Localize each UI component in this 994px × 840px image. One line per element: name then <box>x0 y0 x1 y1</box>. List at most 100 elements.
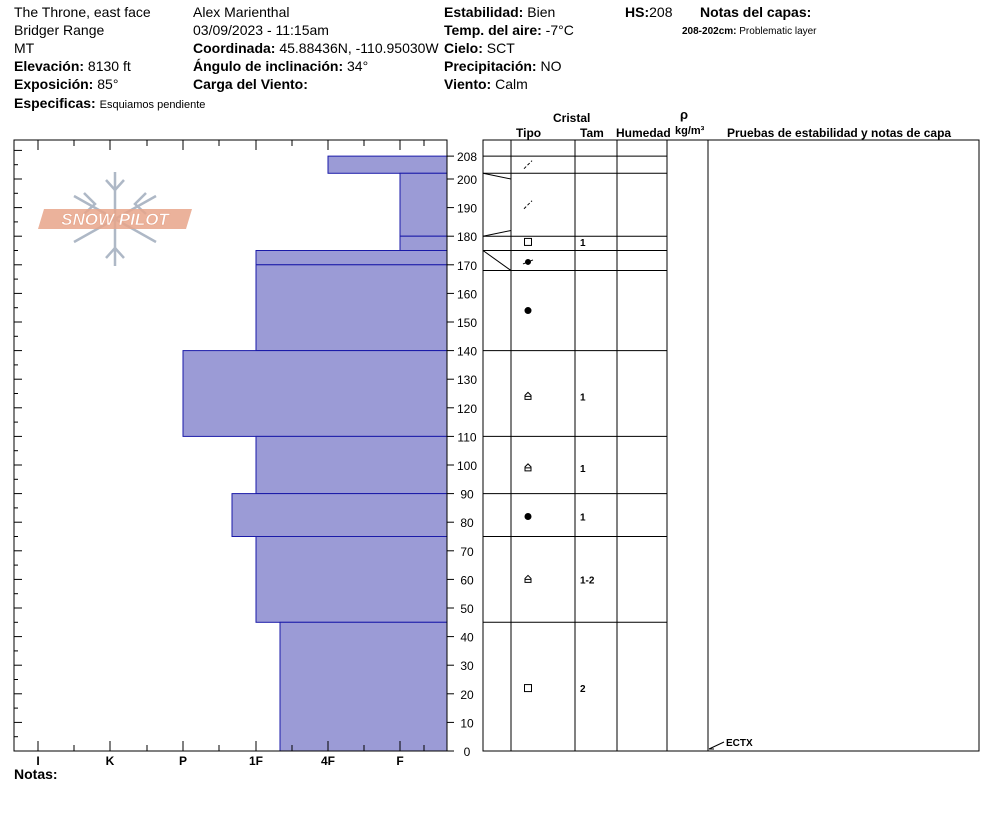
crystal-size: 1 <box>580 238 586 249</box>
faceted-crystal-icon <box>524 684 532 693</box>
hs-label: HS: <box>625 4 650 20</box>
test-arrow <box>708 741 725 750</box>
coordinate-row: Coordinada: 45.88436N, -110.95030W <box>193 40 439 56</box>
y-tick-label: 130 <box>457 373 477 387</box>
hardness-label: P <box>179 754 187 768</box>
notes-label: Notas: <box>14 766 58 782</box>
crystal-size: 1 <box>580 392 586 403</box>
y-tick-label: 80 <box>460 516 474 530</box>
hardness-layer <box>399 235 448 251</box>
depth-hoar-icon <box>524 463 532 472</box>
sky-label: Cielo: <box>444 40 483 56</box>
stability-label: Estabilidad: <box>444 4 524 20</box>
air-temp-row: Temp. del aire: -7°C <box>444 22 574 38</box>
y-tick-label: 70 <box>460 545 474 559</box>
rounded-crystal-icon <box>524 512 532 520</box>
hardness-label: I <box>36 754 39 768</box>
crystal-size: 2 <box>580 684 586 695</box>
elevation-row: Elevación: 8130 ft <box>14 58 131 74</box>
observer-name: Alex Marienthal <box>193 4 290 20</box>
y-tick-label: 180 <box>457 230 477 244</box>
layer-connector <box>482 250 512 271</box>
y-tick-label: 150 <box>457 316 477 330</box>
test-result: ECTX <box>726 738 753 749</box>
layer-connector <box>482 229 512 237</box>
hardness-layer <box>182 350 448 437</box>
y-tick-label: 50 <box>460 602 474 616</box>
layer-note-range: 208-202cm: <box>682 26 737 37</box>
layer-connector <box>482 172 512 180</box>
hardness-frame <box>13 139 448 752</box>
tests-heading: Pruebas de estabilidad y notas de capa <box>727 126 952 140</box>
hardness-layer <box>327 155 448 174</box>
precip-value: NO <box>540 58 562 74</box>
incline-row: Ángulo de inclinación: 34° <box>193 58 368 74</box>
hardness-label: F <box>396 754 403 768</box>
moisture-heading: Humedad <box>616 126 671 140</box>
aspect-value: 85° <box>97 76 119 92</box>
air-temp-value: -7°C <box>545 22 574 38</box>
aspect-label: Exposición: <box>14 76 94 92</box>
air-temp-label: Temp. del aire: <box>444 22 542 38</box>
layer-table-frame <box>482 139 980 752</box>
type-heading: Tipo <box>516 126 542 140</box>
depth-hoar-icon <box>524 574 532 583</box>
y-tick-label: 10 <box>460 716 474 730</box>
hs-value: 208 <box>649 4 673 20</box>
y-tick-label: 190 <box>457 202 477 216</box>
y-tick-label: 120 <box>457 402 477 416</box>
hardness-label: 4F <box>321 754 335 768</box>
faceted-crystal-icon <box>524 237 532 246</box>
y-tick-label: 90 <box>460 488 474 502</box>
layer-note-text: Problematic layer <box>739 26 817 37</box>
y-tick-label: 40 <box>460 631 474 645</box>
y-tick-label: 208 <box>457 150 477 164</box>
rounded-crystal-icon <box>524 307 532 315</box>
state-name: MT <box>14 40 35 56</box>
snowpilot-logo-text: SNOW PILOT <box>61 210 170 229</box>
stability-value: Bien <box>527 4 556 20</box>
decomposing-crystal-icon <box>523 200 533 210</box>
y-tick-label: 60 <box>460 573 474 587</box>
specifics-row: Especificas: Esquiamos pendiente <box>14 95 205 113</box>
location-name: The Throne, east face <box>14 4 151 20</box>
stability-row: Estabilidad: Bien <box>444 4 555 20</box>
hardness-layer <box>279 621 448 752</box>
wind-label: Viento: <box>444 76 492 92</box>
hardness-label: 1F <box>249 754 263 768</box>
crystal-size: 1 <box>580 512 586 523</box>
wind-value: Calm <box>495 76 528 92</box>
hardness-layer <box>231 493 448 538</box>
y-tick-label: 200 <box>457 173 477 187</box>
y-tick-label: 100 <box>457 459 477 473</box>
decomposing-crystal-icon <box>523 160 533 170</box>
hardness-layer <box>255 435 448 495</box>
y-tick-label: 0 <box>464 745 471 759</box>
hardness-layer <box>255 536 448 623</box>
specifics-value: Esquiamos pendiente <box>99 99 206 111</box>
precip-row: Precipitación: NO <box>444 58 561 74</box>
incline-label: Ángulo de inclinación: <box>193 58 344 74</box>
rounding-faceted-icon-stroke <box>522 259 534 265</box>
wind-loading-label: Carga del Viento: <box>193 76 308 92</box>
y-tick-label: 160 <box>457 287 477 301</box>
layer-notes-label: Notas del capas: <box>700 4 812 20</box>
y-tick-label: 20 <box>460 688 474 702</box>
sky-row: Cielo: SCT <box>444 40 515 56</box>
range-name: Bridger Range <box>14 22 105 38</box>
hs-row: HS:208 <box>625 4 672 20</box>
crystal-heading: Cristal <box>553 111 591 125</box>
incline-value: 34° <box>347 58 369 74</box>
crystal-size: 1-2 <box>580 575 595 586</box>
snowpilot-logo: SNOW PILOT <box>38 172 192 266</box>
hardness-label: K <box>106 754 115 768</box>
hardness-layer <box>399 172 448 237</box>
wind-row: Viento: Calm <box>444 76 528 92</box>
y-tick-label: 170 <box>457 259 477 273</box>
y-tick-label: 140 <box>457 345 477 359</box>
observation-datetime: 03/09/2023 - 11:15am <box>193 22 329 38</box>
y-tick-label: 110 <box>457 430 476 444</box>
depth-hoar-icon <box>524 391 532 400</box>
layer-note: 208-202cm: Problematic layer <box>682 24 817 40</box>
precip-label: Precipitación: <box>444 58 537 74</box>
